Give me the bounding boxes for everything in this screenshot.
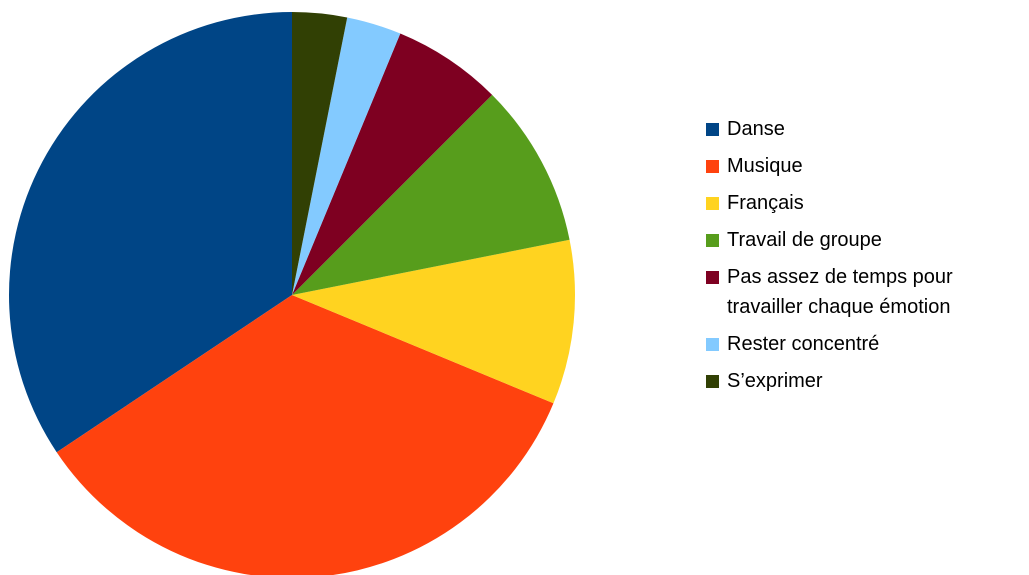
legend-swatch (706, 160, 719, 173)
legend-item: S’exprimer (706, 366, 1026, 396)
pie-slice (292, 239, 575, 404)
pie-slice (8, 12, 292, 453)
legend-label: Rester concentré (727, 333, 880, 355)
legend-item: Pas assez de temps pour travailler chaqu… (706, 262, 1026, 322)
legend-swatch (706, 123, 719, 136)
pie-slice (292, 94, 570, 295)
legend-swatch (706, 338, 719, 351)
legend-label: Danse (727, 118, 785, 140)
legend-item: Musique (706, 151, 1026, 181)
legend-label: Français (727, 192, 804, 214)
legend-swatch (706, 234, 719, 247)
pie-slice (292, 17, 401, 295)
pie-slice (292, 12, 348, 295)
legend-swatch (706, 197, 719, 210)
pie-slice (292, 33, 493, 296)
legend-item: Danse (706, 114, 1026, 144)
legend-item: Rester concentré (706, 329, 1026, 359)
pie-slice (56, 295, 554, 575)
legend-swatch (706, 375, 719, 388)
legend-item: Travail de groupe (706, 225, 1026, 255)
legend-swatch (706, 271, 719, 284)
legend-label: Pas assez de temps pour travailler chaqu… (727, 266, 953, 318)
legend-label: Musique (727, 155, 803, 177)
legend: Danse Musique Français Travail de groupe Pas… (706, 114, 1026, 403)
legend-item: Français (706, 188, 1026, 218)
legend-label: S’exprimer (727, 370, 823, 392)
legend-label: Travail de groupe (727, 229, 882, 251)
